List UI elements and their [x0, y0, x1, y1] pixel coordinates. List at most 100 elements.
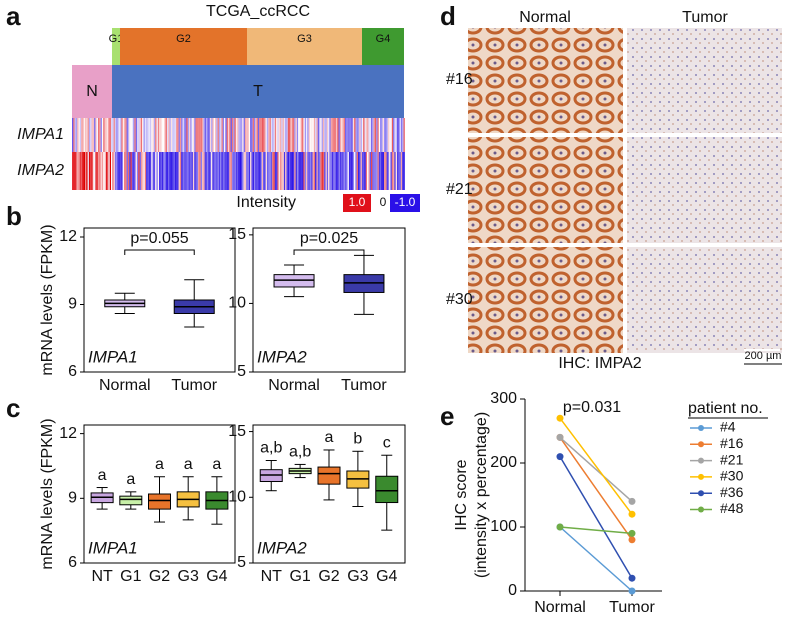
- heatmap-cell: [280, 118, 282, 152]
- heatmap-cell: [315, 152, 317, 190]
- y-tick-label: 15: [228, 423, 246, 440]
- heatmap-cell: [221, 152, 223, 190]
- row-label: #30: [446, 291, 473, 308]
- heatmap-cell: [173, 152, 175, 190]
- grade-label: G1: [109, 33, 124, 45]
- heatmap-cell: [126, 152, 128, 190]
- heatmap-cell: [239, 152, 242, 190]
- p-value: p=0.031: [563, 399, 621, 416]
- y-tick-label: 12: [59, 425, 77, 442]
- point: [628, 587, 636, 595]
- series-line: [559, 526, 633, 535]
- y-tick-label: 9: [68, 490, 77, 507]
- legend-marker: [698, 457, 704, 464]
- heatmap-cell: [195, 152, 197, 190]
- heatmap-cell: [86, 118, 88, 152]
- heatmap-cell: [343, 118, 346, 152]
- heatmap-cell: [338, 152, 340, 190]
- group-bar: [112, 65, 404, 118]
- heatmap-cell: [328, 152, 330, 190]
- heatmap-cell: [168, 152, 170, 190]
- heatmap-cell: [160, 152, 162, 190]
- heatmap-cell: [277, 118, 279, 152]
- heatmap-cell: [387, 118, 390, 152]
- heatmap-cell: [326, 152, 329, 190]
- heatmap-cell: [278, 118, 281, 152]
- heatmap-cell: [361, 152, 364, 190]
- heatmap-cell: [209, 118, 212, 152]
- heatmap-cell: [103, 118, 105, 152]
- heatmap-cell: [365, 118, 368, 152]
- heatmap-cell: [298, 118, 300, 152]
- heatmap-cell: [299, 152, 301, 190]
- heatmap-cell: [226, 152, 229, 190]
- heatmap-cell: [389, 118, 391, 152]
- heatmap-cell: [140, 118, 143, 152]
- heatmap-cell: [400, 118, 403, 152]
- heatmap-cell: [116, 152, 118, 190]
- x-tick-label: Tumor: [609, 599, 655, 616]
- heatmap-cell: [339, 118, 342, 152]
- legend-marker: [698, 441, 704, 448]
- heatmap-cell: [350, 152, 352, 190]
- grade-bar: [362, 28, 404, 65]
- y-axis-label: IHC score: [453, 459, 470, 530]
- heatmap-cell: [111, 152, 113, 190]
- heatmap-cell: [186, 118, 188, 152]
- heatmap-cell: [205, 118, 208, 152]
- heatmap-cell: [365, 152, 368, 190]
- heatmap-cell: [324, 118, 326, 152]
- heatmap-cell: [283, 118, 286, 152]
- heatmap-cell: [330, 118, 333, 152]
- heatmap-cell: [257, 152, 260, 190]
- heatmap-cell: [72, 118, 74, 152]
- heatmap-cell: [237, 118, 239, 152]
- heatmap-cell: [264, 152, 266, 190]
- heatmap-cell: [244, 118, 247, 152]
- heatmap-cell: [139, 152, 141, 190]
- heatmap-cell: [87, 152, 89, 190]
- heatmap-cell: [178, 152, 180, 190]
- box: [317, 466, 341, 485]
- heatmap-cell: [264, 118, 266, 152]
- heatmap-cell: [229, 118, 231, 152]
- heatmap-cell: [278, 152, 281, 190]
- heatmap-cell: [81, 118, 83, 152]
- heatmap-cell: [306, 118, 308, 152]
- heatmap-cell: [176, 118, 178, 152]
- heatmap-cell: [75, 118, 78, 152]
- gene-label: IMPA2: [257, 538, 307, 557]
- heatmap-cell: [335, 118, 338, 152]
- heatmap-cell: [316, 118, 318, 152]
- heatmap-cell: [376, 152, 378, 190]
- heatmap-cell: [348, 152, 351, 190]
- heatmap-cell: [79, 152, 82, 190]
- heatmap-cell: [199, 118, 201, 152]
- heatmap-cell: [105, 118, 108, 152]
- grade-bar: [120, 28, 247, 65]
- x-tick-label: Tumor: [341, 377, 387, 394]
- heatmap-cell: [380, 118, 382, 152]
- heatmap-cell: [147, 118, 149, 152]
- heatmap-cell: [395, 118, 398, 152]
- heatmap-cell: [299, 118, 301, 152]
- heatmap-cell: [364, 118, 366, 152]
- heatmap-cell: [329, 152, 331, 190]
- heatmap-cell: [169, 118, 171, 152]
- legend-marker: [698, 473, 704, 480]
- heatmap-cell: [189, 152, 191, 190]
- heatmap-cell: [130, 152, 132, 190]
- heatmap-cell: [156, 152, 158, 190]
- y-tick-label: 9: [68, 296, 77, 313]
- heatmap-cell: [156, 118, 158, 152]
- heatmap-cell: [239, 118, 242, 152]
- heatmap-cell: [165, 118, 167, 152]
- heatmap-cell: [324, 152, 326, 190]
- significance-letter: c: [383, 434, 391, 451]
- heatmap-cell: [165, 152, 167, 190]
- heatmap-cell: [217, 118, 219, 152]
- box: [119, 495, 143, 506]
- heatmap-cell: [85, 118, 87, 152]
- y-tick-label: 300: [490, 390, 517, 407]
- heatmap-cell: [255, 152, 257, 190]
